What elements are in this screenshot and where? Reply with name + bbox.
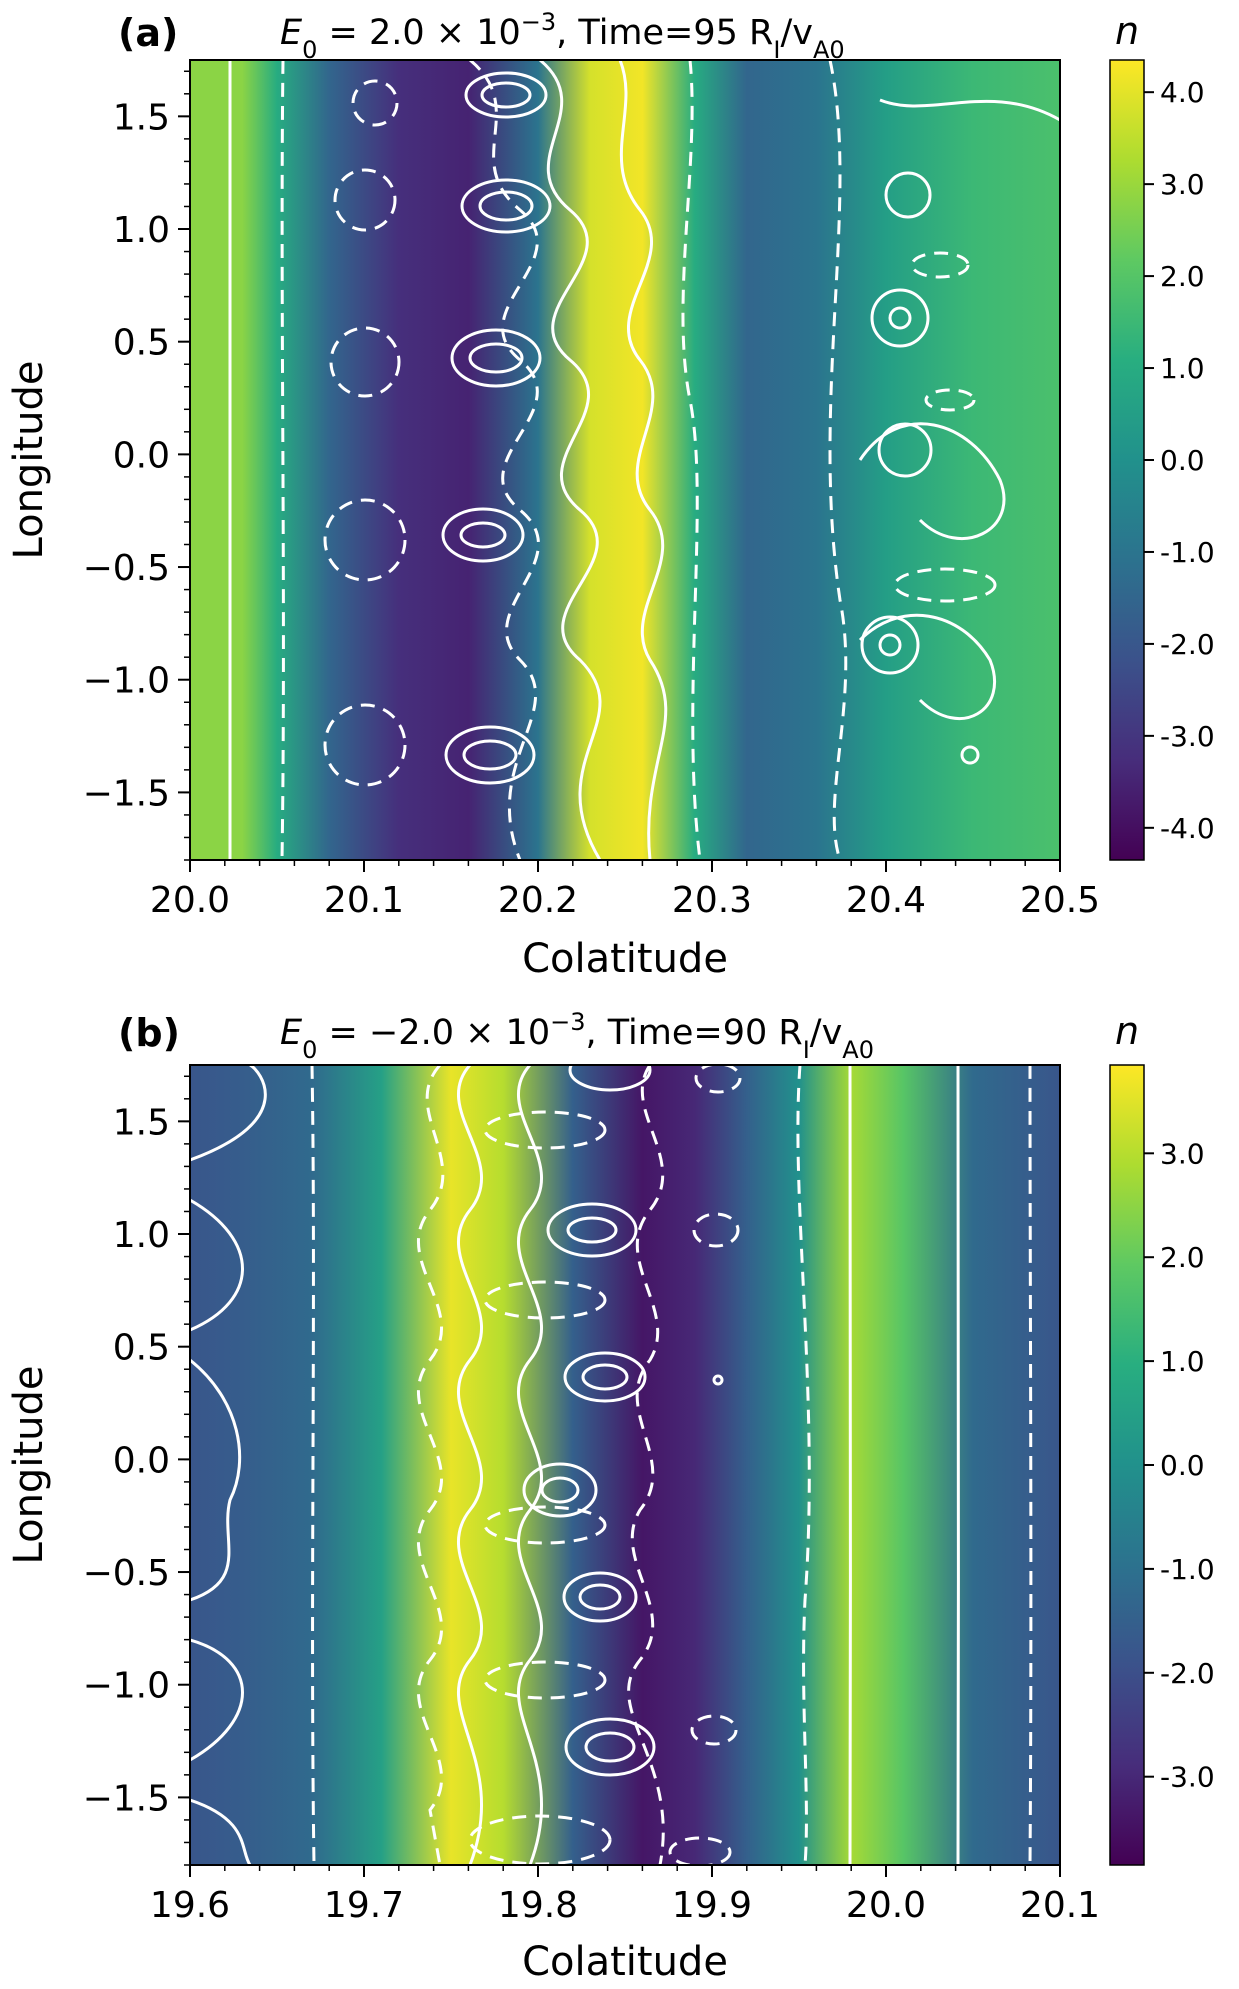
y-tick-label: −1.5 <box>83 773 170 814</box>
axes-frame-b <box>189 1064 1061 1866</box>
contours-a <box>228 60 1060 860</box>
y-tick-label: 1.0 <box>113 210 170 251</box>
colorbar-tick-label: -2.0 <box>1160 628 1215 661</box>
panel-a: 20.0 20.1 20.2 20.3 20.4 20.5 −1.5 −1.0 −0.5 0.0 0… <box>6 8 1215 982</box>
colorbar-tick-label: -1.0 <box>1160 1553 1215 1586</box>
colorbar-tick-label: 0.0 <box>1160 1449 1205 1482</box>
y-tick-label: 0.0 <box>113 435 170 476</box>
contours-b <box>190 1065 1033 1865</box>
x-tick-label: 20.3 <box>672 880 752 921</box>
x-tick-label: 19.7 <box>324 1885 404 1926</box>
chart-title-a: E0 = 2.0 × 10−3, Time=95 RI/vA0 <box>280 8 845 64</box>
x-tick-label: 20.1 <box>1020 1885 1100 1926</box>
colorbar-tick-label: -4.0 <box>1160 812 1215 845</box>
colorbar-ticks-b: 3.0 2.0 1.0 0.0 -1.0 -2.0 -3.0 <box>1144 1137 1215 1794</box>
panel-label-a: (a) <box>118 11 178 55</box>
colorbar-tick-label: -3.0 <box>1160 720 1215 753</box>
colorbar-tick-label: 2.0 <box>1160 1241 1205 1274</box>
y-tick-label: 1.0 <box>113 1215 170 1256</box>
chart-title-b: E0 = −2.0 × 10−3, Time=90 RI/vA0 <box>280 1008 874 1064</box>
x-axis-label-b: Colatitude <box>522 1939 728 1985</box>
x-tick-label: 19.9 <box>672 1885 752 1926</box>
x-tick-label: 20.0 <box>150 880 230 921</box>
colorbar-tick-label: -1.0 <box>1160 536 1215 569</box>
ticks-b: 19.6 19.7 19.8 19.9 20.0 20.1 −1.5 −1.0 −0.5 0.0 0… <box>83 1075 1100 1926</box>
colorbar-tick-label: 1.0 <box>1160 1345 1205 1378</box>
x-tick-label: 20.4 <box>846 880 926 921</box>
colorbar-label-a: n <box>1115 9 1139 53</box>
y-axis-label-a: Longitude <box>6 361 52 560</box>
axes-frame-a <box>189 59 1061 861</box>
heatmap-b <box>190 1065 1060 1865</box>
ticks-a: 20.0 20.1 20.2 20.3 20.4 20.5 −1.5 −1.0 −0.5 0.0 0… <box>83 70 1100 921</box>
colorbar-b <box>1109 1064 1145 1866</box>
x-tick-label: 19.8 <box>498 1885 578 1926</box>
colorbar-ticks-a: 4.0 3.0 2.0 1.0 0.0 -1.0 -2.0 -3.0 -4.0 <box>1144 76 1215 845</box>
y-axis-label-b: Longitude <box>6 1366 52 1565</box>
y-tick-label: 1.5 <box>113 1102 170 1143</box>
colorbar-tick-label: -3.0 <box>1160 1761 1215 1794</box>
colorbar-tick-label: 3.0 <box>1160 1137 1205 1170</box>
colorbar-tick-label: 1.0 <box>1160 352 1205 385</box>
colorbar-tick-label: 0.0 <box>1160 444 1205 477</box>
colorbar-tick-label: -2.0 <box>1160 1657 1215 1690</box>
y-tick-label: 0.5 <box>113 1328 170 1369</box>
y-tick-label: −0.5 <box>83 1553 170 1594</box>
colorbar-label-b: n <box>1115 1009 1139 1053</box>
x-tick-label: 20.5 <box>1020 880 1100 921</box>
x-axis-label-a: Colatitude <box>522 936 728 982</box>
x-tick-label: 20.1 <box>324 880 404 921</box>
x-tick-label: 20.0 <box>846 1885 926 1926</box>
x-tick-label: 20.2 <box>498 880 578 921</box>
colorbar-tick-label: 3.0 <box>1160 168 1205 201</box>
y-tick-label: 1.5 <box>113 97 170 138</box>
y-tick-label: 0.5 <box>113 323 170 364</box>
y-tick-label: −1.0 <box>83 1666 170 1707</box>
x-tick-label: 19.6 <box>150 1885 230 1926</box>
y-tick-label: −1.5 <box>83 1778 170 1819</box>
y-tick-label: 0.0 <box>113 1440 170 1481</box>
colorbar-tick-label: 4.0 <box>1160 76 1205 109</box>
y-tick-label: −1.0 <box>83 661 170 702</box>
panel-label-b: (b) <box>118 1011 180 1055</box>
y-tick-label: −0.5 <box>83 548 170 589</box>
panel-b: 19.6 19.7 19.8 19.9 20.0 20.1 −1.5 −1.0 −0.5 0.0 0… <box>6 1008 1215 1985</box>
colorbar-a <box>1109 59 1145 861</box>
colorbar-tick-label: 2.0 <box>1160 260 1205 293</box>
